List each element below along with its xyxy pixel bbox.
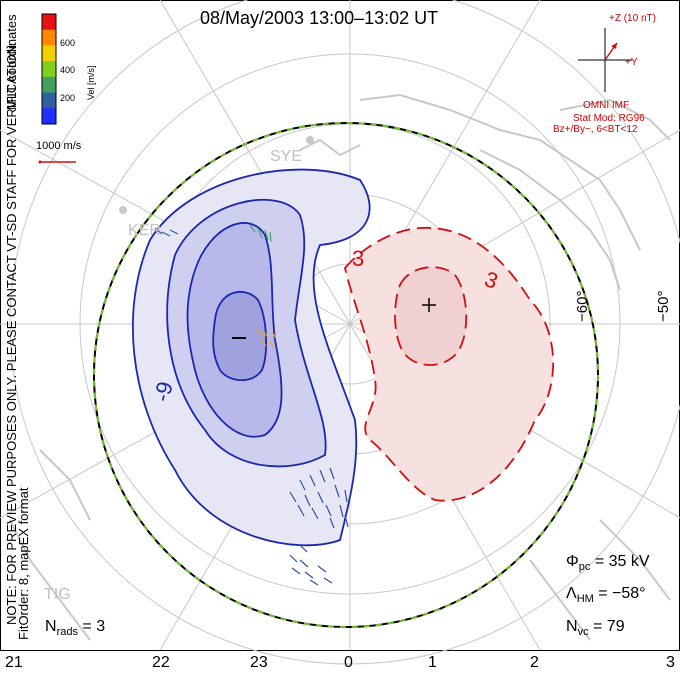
lambda-hm-stat: ΛHM = −58° [566,585,646,606]
colorbar-frame [41,13,57,125]
neg-contour-4 [212,290,267,382]
mlt-tick-22: 22 [152,654,170,671]
pos-contour-inner [394,266,468,366]
colorbar-tick-600: 600 [60,38,76,48]
velocity-colorbar [42,14,56,125]
negative-potential-cell [131,168,371,547]
station-sye-marker [306,136,314,144]
colorbar-tick-200: 200 [60,93,76,103]
colorbar-swatch [42,61,56,78]
fit-order-text: FitOrder: 8, mapEX format [16,487,31,640]
station-ker-marker [119,206,127,214]
scale-vector-dot [38,160,42,164]
colorbar-swatch [42,14,56,31]
plot-title: 08/May/2003 13:00–13:02 UT [200,8,439,28]
imf-source: OMNI IMF [583,100,630,111]
colorbar-swatch [42,29,56,46]
mlt-tick-1: 1 [428,654,437,671]
pos-contour-outer [344,227,555,502]
imf-by-label: +Y [625,57,638,68]
scale-vector-label: 1000 m/s [36,140,82,152]
pos-contour-label-1: 3 [352,246,364,271]
mlt-tick-21: 21 [5,654,23,671]
phi-pc-stat: Φpc = 35 kV [566,553,650,574]
station-tig-label: TIG [44,586,71,603]
mlt-tick-23: 23 [250,654,268,671]
positive-potential-cell [344,227,555,502]
colorbar-swatch [42,92,56,109]
station-sye-label: SYE [270,148,303,165]
colorbar-title: Vel [m/s] [86,65,96,100]
mlt-tick-2: 2 [530,654,539,671]
imf-condition: Bz+/By−, 6<BT<12 [553,124,638,135]
colorbar-swatch [42,108,56,125]
colorbar-swatch [42,45,56,62]
velocity-vectors [154,224,349,586]
colorbar-tick-400: 400 [60,65,76,75]
colorbar-swatch [42,76,56,94]
station-ker-label: KER [128,222,161,239]
imf-model: Stat Mod: RG96 [573,113,645,124]
mlt-tick-0: 0 [344,654,353,671]
mlt-tick-3: 3 [666,654,675,671]
imf-bz-label: +Z (10 nT) [609,13,656,24]
n-vc-stat: Nvc = 79 [566,618,625,639]
lat-label-50: −50° [655,290,672,322]
n-rads-stat: Nrads = 3 [45,618,106,639]
lat-label-60: −60° [574,290,591,322]
hm-boundary [93,122,599,628]
imf-vector-head [611,43,617,49]
